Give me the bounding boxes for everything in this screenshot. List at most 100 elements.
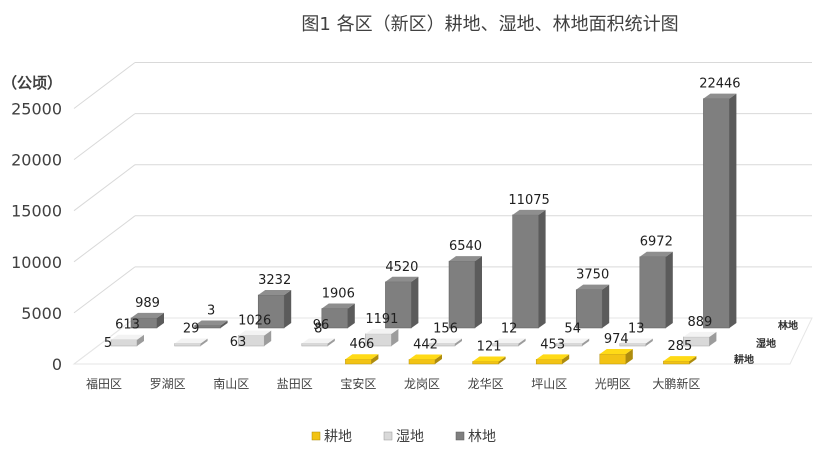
bar-林地-龙岗区 (448, 256, 482, 329)
y-tick-label: 25000 (11, 100, 62, 119)
bar-side (347, 303, 355, 328)
depth-axis-label: 耕地 (734, 353, 754, 366)
data-label: 3 (207, 304, 215, 319)
data-label: 8 (314, 322, 322, 337)
bar-林地-光明区 (639, 251, 673, 329)
bar-top (639, 251, 673, 257)
bar-top (345, 354, 379, 360)
bar-湿地-罗湖区 (174, 338, 208, 347)
y-tick-label: 10000 (11, 253, 62, 272)
bar-top (258, 289, 292, 295)
bar-top (663, 356, 697, 362)
bar-湿地-坪山区 (555, 338, 590, 347)
data-label: 3750 (576, 268, 609, 283)
data-label: 12 (501, 322, 518, 337)
bars (110, 93, 737, 365)
bar-林地-大鹏新区 (703, 93, 737, 329)
bar-side (455, 338, 462, 346)
gridline-diagonal (73, 62, 136, 109)
data-label: 11075 (508, 193, 549, 208)
data-label: 466 (349, 337, 374, 352)
bar-湿地-南山区 (237, 330, 272, 347)
bar-top (174, 338, 208, 344)
bar-top (492, 338, 526, 344)
data-label-extra: 63 (230, 335, 247, 350)
bar-side (327, 338, 335, 346)
y-axis-unit: （公顷） (2, 74, 62, 92)
bar-front (599, 353, 627, 365)
bar-top (365, 328, 399, 334)
gridline-diagonal (73, 164, 136, 212)
bar-top (385, 276, 419, 282)
bar-side (538, 209, 546, 328)
bar-林地-福田区 (130, 312, 164, 329)
bar-side (391, 328, 399, 346)
legend-swatch (383, 431, 393, 441)
data-label-extra: 96 (313, 318, 330, 333)
bar-耕地-龙华区 (472, 356, 506, 365)
bar-front (345, 358, 372, 365)
bar-湿地-龙岗区 (428, 338, 462, 347)
x-tick-label: 龙岗区 (404, 377, 440, 391)
data-label: 889 (687, 315, 712, 330)
data-label: 453 (540, 337, 565, 352)
bar-top (619, 338, 653, 344)
bar-林地-盐田区 (321, 303, 355, 329)
bar-front (301, 343, 329, 347)
bar-top (301, 338, 335, 344)
bar-top (472, 356, 506, 362)
bar-湿地-宝安区 (365, 328, 399, 347)
bar-side (689, 356, 697, 364)
data-label: 1191 (365, 312, 398, 327)
bar-side (729, 93, 737, 328)
data-label: 442 (413, 337, 438, 352)
bar-side (200, 338, 208, 346)
bar-耕地-龙岗区 (408, 354, 442, 365)
bar-耕地-大鹏新区 (663, 356, 697, 365)
bar-front (408, 359, 436, 365)
gridline-diagonal (73, 215, 136, 263)
x-tick-label: 龙华区 (468, 377, 504, 391)
bar-top (429, 338, 462, 344)
bar-side (625, 349, 633, 364)
chart-title: 图1 各区（新区）耕地、湿地、林地面积统计图 (301, 14, 678, 35)
data-label: 1026 (238, 314, 271, 329)
x-tick-label: 罗湖区 (150, 376, 186, 391)
x-tick-label: 盐田区 (277, 377, 313, 391)
x-tick-label: 光明区 (595, 377, 631, 391)
legend-label: 湿地 (396, 429, 424, 445)
bar-湿地-龙华区 (492, 338, 526, 347)
legend: 耕地 湿地 林地 (311, 428, 496, 445)
bar-湿地-光明区 (619, 338, 653, 347)
bar-林地-坪山区 (575, 284, 610, 329)
bar-top (409, 354, 442, 360)
bar-side (284, 289, 292, 328)
gridline-diagonal (73, 266, 136, 314)
depth-axis-label: 林地 (778, 319, 798, 332)
bar-front (110, 339, 138, 347)
data-label: 29 (183, 322, 200, 337)
y-tick-label: 5000 (21, 304, 62, 323)
data-label: 22446 (699, 77, 740, 92)
bar-top (576, 284, 610, 290)
y-tick-label: 0 (52, 355, 62, 374)
bar-side (157, 312, 164, 328)
bar-side (371, 354, 379, 364)
data-label: 1906 (322, 287, 355, 302)
bar-side (475, 256, 482, 328)
bar-湿地-大鹏新区 (683, 331, 717, 347)
bar-top (131, 312, 164, 318)
data-label: 13 (628, 322, 645, 337)
bar-front (512, 214, 539, 329)
legend-item: 湿地 (383, 429, 424, 445)
bar-top (556, 338, 590, 344)
legend-swatch (455, 431, 465, 441)
bar-front (639, 256, 667, 329)
bar-front (472, 361, 499, 365)
x-tick-label: 大鹏新区 (652, 376, 700, 391)
x-tick-label: 宝安区 (340, 376, 376, 391)
bar-top (703, 93, 737, 99)
bar-湿地-福田区 (110, 334, 144, 347)
bar-side (264, 330, 272, 346)
